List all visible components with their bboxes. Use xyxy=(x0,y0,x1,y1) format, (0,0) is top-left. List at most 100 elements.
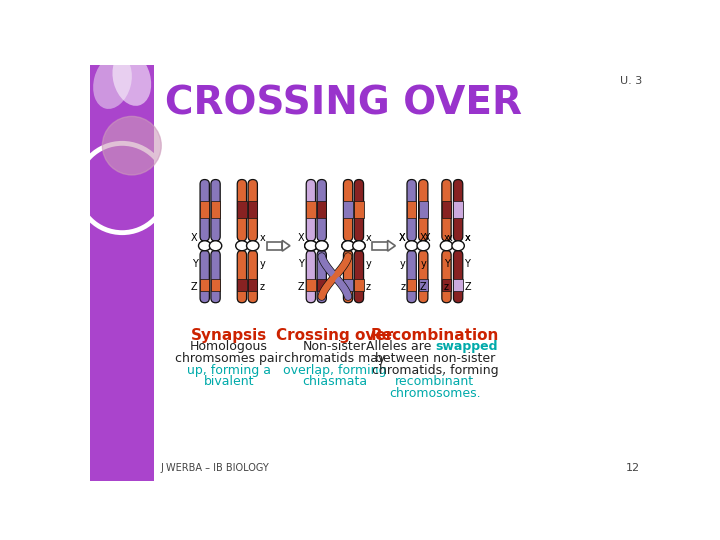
Ellipse shape xyxy=(315,241,328,251)
Ellipse shape xyxy=(235,241,248,251)
FancyBboxPatch shape xyxy=(306,251,315,303)
Text: Synapsis: Synapsis xyxy=(191,328,267,343)
Polygon shape xyxy=(282,240,290,251)
FancyBboxPatch shape xyxy=(454,179,463,241)
Text: up, forming a: up, forming a xyxy=(186,363,271,376)
Text: swapped: swapped xyxy=(435,340,498,354)
Text: CROSSING OVER: CROSSING OVER xyxy=(165,84,522,122)
Text: Y: Y xyxy=(444,259,449,269)
Bar xyxy=(238,201,246,218)
Ellipse shape xyxy=(199,241,211,251)
FancyBboxPatch shape xyxy=(200,179,210,241)
Ellipse shape xyxy=(452,241,464,251)
FancyBboxPatch shape xyxy=(407,179,416,241)
Text: chromatids, forming: chromatids, forming xyxy=(372,363,498,376)
Bar xyxy=(454,201,463,218)
FancyBboxPatch shape xyxy=(317,179,326,241)
Bar xyxy=(317,279,326,291)
Text: Z: Z xyxy=(464,281,471,292)
Text: z: z xyxy=(260,281,265,292)
Ellipse shape xyxy=(405,241,418,251)
Text: Crossing over: Crossing over xyxy=(276,328,394,343)
Ellipse shape xyxy=(246,241,259,251)
Bar xyxy=(354,279,364,291)
Text: y: y xyxy=(366,259,372,269)
Bar xyxy=(418,201,428,218)
Text: J WERBA – IB BIOLOGY: J WERBA – IB BIOLOGY xyxy=(161,463,269,473)
Text: X: X xyxy=(399,233,405,242)
Ellipse shape xyxy=(112,51,151,106)
Text: Y: Y xyxy=(192,259,198,269)
Polygon shape xyxy=(90,65,154,481)
Ellipse shape xyxy=(353,241,365,251)
Text: x: x xyxy=(464,233,470,242)
FancyBboxPatch shape xyxy=(238,251,246,303)
Text: x: x xyxy=(444,233,449,242)
Text: chromatids may: chromatids may xyxy=(284,352,386,365)
Text: X: X xyxy=(420,233,426,242)
Bar xyxy=(306,201,315,218)
Bar xyxy=(306,279,315,291)
Text: z: z xyxy=(444,281,449,292)
Text: z: z xyxy=(366,281,371,292)
Text: y: y xyxy=(260,259,266,269)
Ellipse shape xyxy=(441,241,453,251)
Bar xyxy=(407,279,416,291)
Bar xyxy=(248,201,258,218)
Text: x: x xyxy=(446,233,452,242)
Ellipse shape xyxy=(305,241,317,251)
Bar xyxy=(407,201,416,218)
Bar xyxy=(372,242,387,250)
Bar xyxy=(454,279,463,291)
FancyBboxPatch shape xyxy=(442,251,451,303)
Text: Y: Y xyxy=(464,259,470,269)
FancyBboxPatch shape xyxy=(442,179,451,241)
Text: bivalent: bivalent xyxy=(204,375,254,388)
Text: Homologous: Homologous xyxy=(190,340,268,354)
Ellipse shape xyxy=(342,241,354,251)
Text: Z: Z xyxy=(420,281,426,292)
Text: U. 3: U. 3 xyxy=(619,76,642,85)
Bar xyxy=(238,279,246,291)
Bar xyxy=(343,201,353,218)
FancyBboxPatch shape xyxy=(418,251,428,303)
Text: chromosomes.: chromosomes. xyxy=(389,387,481,400)
Text: X: X xyxy=(423,233,430,242)
FancyBboxPatch shape xyxy=(248,251,258,303)
Bar xyxy=(354,201,364,218)
FancyBboxPatch shape xyxy=(407,251,416,303)
Circle shape xyxy=(102,117,161,175)
Bar xyxy=(266,242,282,250)
Text: Alleles are: Alleles are xyxy=(366,340,435,354)
Ellipse shape xyxy=(305,241,317,251)
Text: Y: Y xyxy=(298,259,304,269)
Ellipse shape xyxy=(353,241,365,251)
FancyBboxPatch shape xyxy=(354,179,364,241)
Text: 12: 12 xyxy=(626,463,640,473)
Text: y: y xyxy=(420,259,426,269)
Bar xyxy=(442,201,451,218)
Ellipse shape xyxy=(342,241,354,251)
FancyBboxPatch shape xyxy=(343,251,353,303)
Text: Z: Z xyxy=(191,281,198,292)
Bar xyxy=(343,279,353,291)
Bar xyxy=(200,279,210,291)
FancyBboxPatch shape xyxy=(418,179,428,241)
Text: X: X xyxy=(191,233,198,242)
Text: between non-sister: between non-sister xyxy=(374,352,495,365)
Ellipse shape xyxy=(93,55,132,109)
Bar xyxy=(317,201,326,218)
Text: x: x xyxy=(260,233,266,242)
Ellipse shape xyxy=(417,241,429,251)
FancyBboxPatch shape xyxy=(211,251,220,303)
Text: Recombination: Recombination xyxy=(371,328,499,343)
Text: X: X xyxy=(399,233,405,242)
Bar xyxy=(248,279,258,291)
Text: x: x xyxy=(366,233,372,242)
Bar xyxy=(442,279,451,291)
Text: y: y xyxy=(400,259,405,269)
Text: X: X xyxy=(297,233,304,242)
FancyBboxPatch shape xyxy=(200,251,210,303)
Text: chiasmata: chiasmata xyxy=(302,375,367,388)
Text: Z: Z xyxy=(297,281,304,292)
